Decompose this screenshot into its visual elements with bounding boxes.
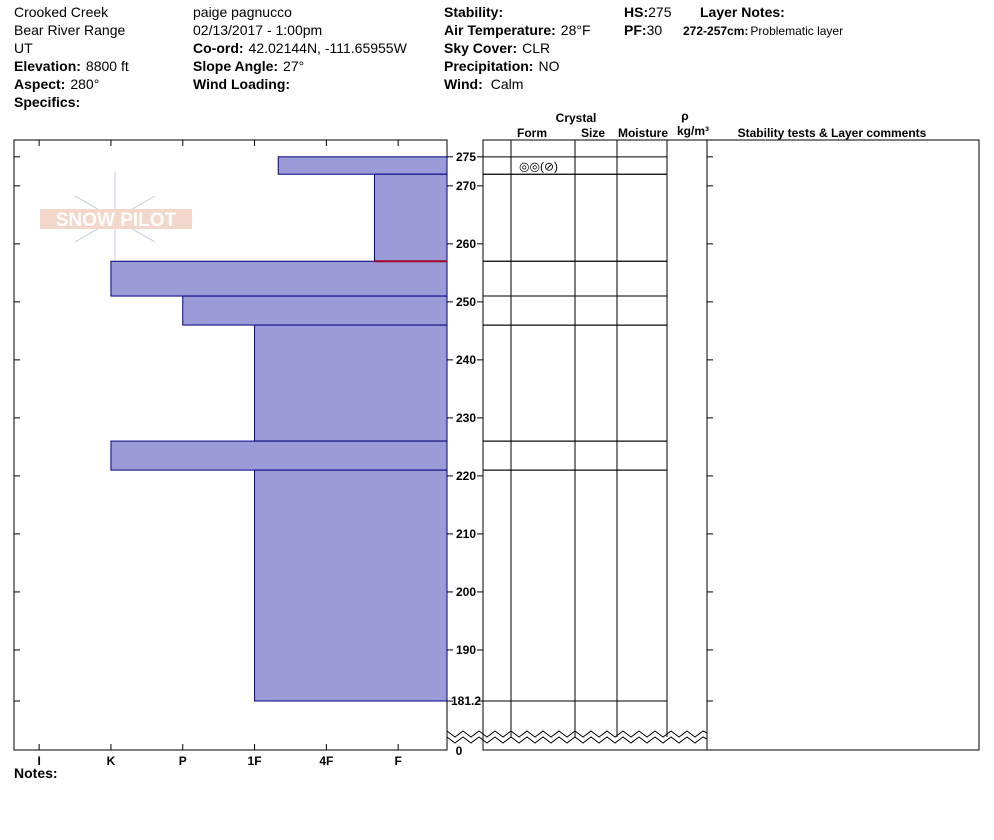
value: Calm [491,76,524,92]
density-unit: kg/m³ [677,124,709,138]
y-tick-label: 220 [456,469,476,483]
hardness-bar [110,260,448,297]
y-tick-label: 200 [456,585,476,599]
y-tick-label: 181.2 [451,694,481,708]
label: Elevation: [14,58,81,74]
hardness-bar [182,295,448,326]
label: Precipitation: [444,58,533,74]
y-tick-label: 260 [456,237,476,251]
label: Slope Angle: [193,58,278,74]
y-break-tick-label: 0 [456,744,463,758]
aspect: Aspect: 280° [14,76,99,92]
hardness-bar [277,156,448,175]
value: NO [538,58,559,74]
label: Air Temperature: [444,22,556,38]
wind: Wind: Calm [444,76,523,92]
layer-notes-label: Layer Notes: [700,4,785,20]
table-frame [482,139,980,751]
label: Aspect: [14,76,65,92]
value: 275 [648,4,672,20]
form-header: Form [517,126,547,140]
hardness-bar [373,173,448,262]
specifics-label: Specifics: [14,94,80,110]
label: PF: [624,22,647,38]
logo: SNOW PILOT [40,172,192,266]
precip: Precipitation: NO [444,58,560,74]
y-tick-label: 270 [456,179,476,193]
y-tick-label: 230 [456,411,476,425]
label: Sky Cover: [444,40,517,56]
hardness-bar [254,469,448,702]
hardness-bar [110,440,448,471]
value: 8800 ft [86,58,129,74]
x-tick-label: P [179,754,187,768]
notes-label: Notes: [14,765,58,781]
observer: paige pagnucco [193,4,292,20]
coord: Co-ord: 42.02144N, -111.65955W [193,40,408,56]
label: HS: [624,4,648,20]
y-tick-label: 240 [456,353,476,367]
moisture-header: Moisture [618,126,668,140]
hs: HS:275 [624,4,672,20]
range: Bear River Range [14,22,125,38]
y-tick-label: 275 [456,150,476,164]
state: UT [14,40,33,56]
wind-loading-label: Wind Loading: [193,76,290,92]
label: Co-ord: [193,40,244,56]
x-tick-label: F [394,754,401,768]
y-tick-label: 210 [456,527,476,541]
air-temp: Air Temperature: 28°F [444,22,591,38]
logo-band [40,209,192,229]
label: Wind: [444,76,483,92]
value: 42.02144N, -111.65955W [249,40,408,56]
sky: Sky Cover: CLR [444,40,550,56]
y-tick-label: 190 [456,643,476,657]
value: 27° [283,58,304,74]
comments-header: Stability tests & Layer comments [738,126,927,140]
note: Problematic layer [750,24,843,38]
datetime: 02/13/2017 - 1:00pm [193,22,322,38]
crystal-header: Crystal [556,111,597,125]
logo-text: SNOW PILOT [56,210,177,231]
slope: Slope Angle: 27° [193,58,304,74]
value: CLR [522,40,550,56]
layer-note: 272-257cm: Problematic layer [683,24,843,38]
x-tick-label: K [107,754,116,768]
bars [110,156,448,702]
elevation: Elevation: 8800 ft [14,58,129,74]
y-tick-label: 250 [456,295,476,309]
axis-break [446,736,708,744]
grain-form: ◎◎(⊘) [519,160,558,174]
x-tick-label: I [37,754,40,768]
location: Crooked Creek [14,4,109,20]
axis-break [446,730,708,738]
hardness-bar [254,324,448,442]
rho-header: ρ [681,109,688,123]
value: 280° [70,76,99,92]
value: 30 [647,22,663,38]
range: 272-257cm: [683,24,748,38]
x-tick-label: 4F [319,754,333,768]
stability-label: Stability: [444,4,503,20]
x-tick-label: 1F [248,754,262,768]
value: 28°F [561,22,591,38]
pf: PF:30 [624,22,662,38]
size-header: Size [581,126,605,140]
